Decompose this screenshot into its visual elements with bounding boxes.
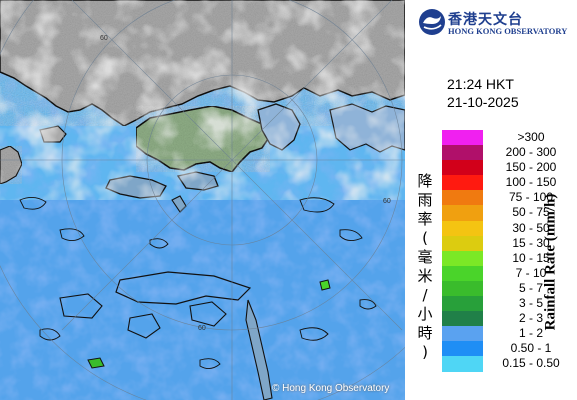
legend-swatch bbox=[442, 311, 483, 327]
legend-swatch bbox=[442, 160, 483, 176]
legend-title-zh: 降雨率(毫米 / 小時) bbox=[417, 172, 433, 361]
legend-label: 75 - 100 bbox=[508, 190, 554, 205]
range-rings bbox=[0, 0, 405, 400]
legend-label: 0.50 - 1 bbox=[510, 341, 552, 356]
legend-label: 150 - 200 bbox=[505, 160, 557, 175]
observation-time: 21:24 HKT bbox=[447, 76, 514, 92]
radar-map[interactable]: 60 60 60 © Hong Kong Observatory bbox=[0, 0, 405, 400]
radar-image: 60 60 60 bbox=[0, 0, 405, 400]
legend-label: 100 - 150 bbox=[505, 175, 557, 190]
legend-swatch bbox=[442, 356, 483, 372]
ring-label-nw: 60 bbox=[100, 35, 108, 42]
legend-swatch bbox=[442, 130, 483, 146]
legend-swatch bbox=[442, 205, 483, 221]
legend-label: 10 - 15 bbox=[512, 250, 550, 265]
observation-date: 21-10-2025 bbox=[447, 94, 519, 110]
legend-label: 15 - 30 bbox=[512, 235, 550, 250]
observatory-logo: 香港天文台 HONG KONG OBSERVATORY bbox=[415, 6, 575, 38]
south-island-4 bbox=[127, 313, 161, 339]
small-islet-2 bbox=[87, 357, 105, 369]
legend-swatch bbox=[442, 341, 483, 357]
south-island-2 bbox=[59, 293, 103, 319]
legend-label: 200 - 300 bbox=[505, 145, 557, 160]
org-name-en: HONG KONG OBSERVATORY bbox=[448, 26, 568, 36]
legend-swatch bbox=[442, 280, 483, 297]
legend-title-en: Rainfall Rate (mm/h) bbox=[542, 193, 559, 331]
info-panel: 香港天文台 HONG KONG OBSERVATORY 21:24 HKT 21… bbox=[405, 0, 577, 400]
org-name-zh: 香港天文台 bbox=[448, 12, 523, 28]
south-island-1 bbox=[115, 271, 252, 305]
copyright-text: © Hong Kong Observatory bbox=[272, 383, 390, 394]
legend-swatch bbox=[442, 175, 483, 191]
legend-label: 3 - 5 bbox=[518, 296, 543, 311]
legend-label: 5 - 7 bbox=[518, 280, 543, 295]
legend-label: 2 - 3 bbox=[518, 311, 543, 326]
legend-swatch bbox=[442, 326, 483, 342]
legend-swatch bbox=[442, 235, 483, 251]
small-islet-1 bbox=[319, 279, 331, 291]
legend-swatch bbox=[442, 296, 483, 312]
ring-label-south: 60 bbox=[198, 325, 206, 332]
legend-swatch bbox=[442, 220, 483, 236]
south-peninsula bbox=[245, 299, 273, 400]
legend-swatch bbox=[442, 250, 483, 266]
legend-swatch bbox=[442, 145, 483, 161]
echo-outlines bbox=[19, 197, 377, 369]
legend-label: >300 bbox=[517, 130, 545, 144]
legend-swatch bbox=[442, 190, 483, 206]
legend-label: 1 - 2 bbox=[518, 326, 543, 341]
legend-label: 30 - 50 bbox=[512, 220, 550, 235]
cloud-overlay bbox=[0, 0, 405, 200]
legend-swatch bbox=[442, 265, 483, 281]
south-island-3 bbox=[189, 301, 227, 327]
observatory-emblem-icon bbox=[419, 9, 445, 35]
ring-label-east: 60 bbox=[383, 198, 391, 205]
legend-label: 7 - 10 bbox=[515, 265, 547, 280]
legend-label: 0.15 - 0.50 bbox=[502, 356, 560, 371]
legend-label: 50 - 75 bbox=[512, 205, 550, 220]
